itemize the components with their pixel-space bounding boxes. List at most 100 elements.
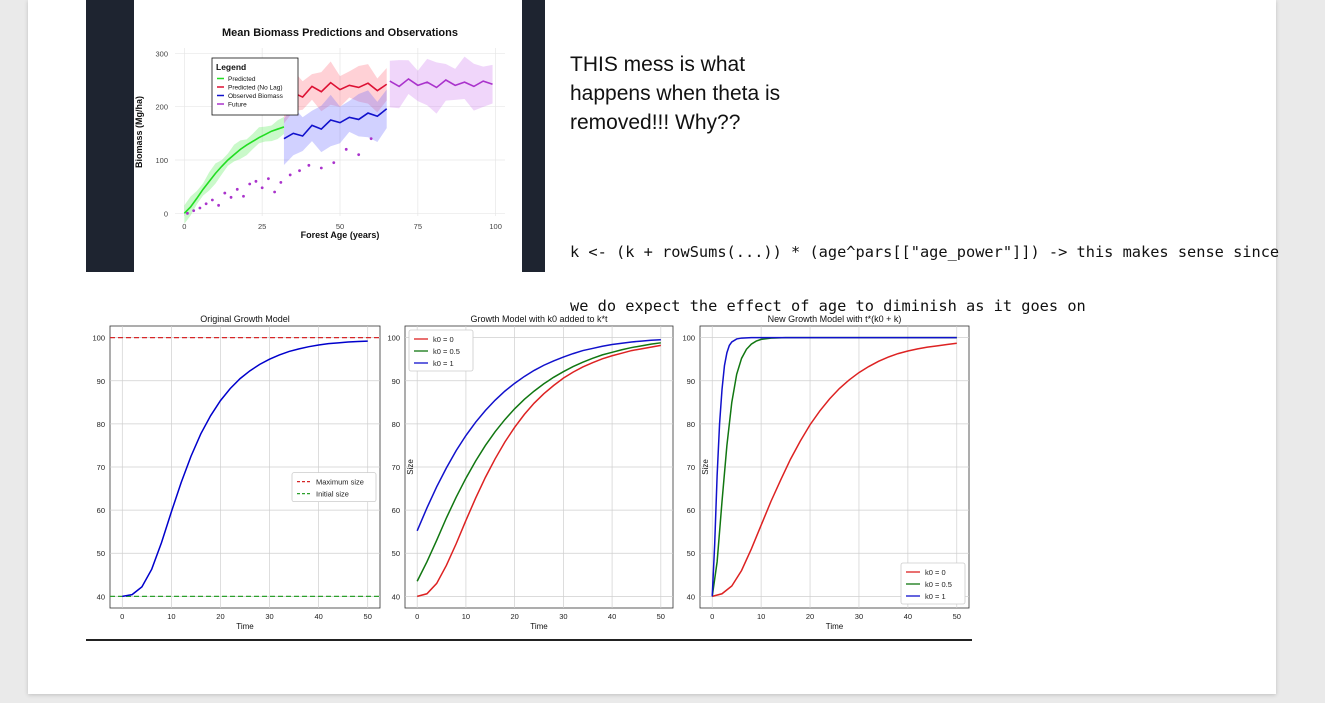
x-tick-label: 30 [265, 612, 273, 621]
chart-title: Mean Biomass Predictions and Observation… [222, 27, 458, 39]
x-tick-label: 40 [608, 612, 616, 621]
y-tick-label: 90 [392, 377, 400, 386]
legend-label: Predicted (No Lag) [228, 85, 283, 92]
observed-point [344, 147, 348, 151]
x-tick-label: 10 [462, 612, 470, 621]
x-tick-label: 40 [314, 612, 322, 621]
observed-point [279, 181, 283, 184]
series-line [416, 342, 661, 582]
legend-label: k0 = 0 [433, 335, 454, 344]
x-tick-label: 20 [510, 612, 518, 621]
x-tick-label: 10 [757, 612, 765, 621]
observed-point [223, 191, 227, 195]
y-axis-label: Biomass (Mg/ha) [134, 96, 144, 168]
y-tick-label: 300 [155, 49, 168, 58]
series-line [283, 81, 388, 102]
legend-label: k0 = 1 [433, 359, 454, 368]
observed-point [254, 179, 258, 183]
y-tick-label: 100 [92, 334, 105, 343]
y-tick-label: 80 [97, 420, 105, 429]
chart-group: 0 10 20 30 40 50 40 50 60 70 80 90 100 Original Growt… [92, 314, 381, 631]
confidence-band [283, 89, 387, 166]
observed-point [260, 186, 264, 190]
observed-point [298, 169, 301, 173]
y-tick-label: 70 [97, 463, 105, 472]
legend-label: k0 = 1 [925, 592, 946, 601]
legend-label: k0 = 0.5 [433, 347, 460, 356]
y-tick-label: 70 [687, 463, 695, 472]
legend-label: k0 = 0.5 [925, 580, 952, 589]
observed-point [229, 195, 233, 199]
x-tick-label: 20 [216, 612, 224, 621]
series-line [416, 344, 661, 598]
x-tick-label: 0 [120, 612, 124, 621]
y-tick-label: 200 [155, 103, 168, 112]
x-tick-label: 100 [489, 222, 502, 231]
x-tick-label: 30 [855, 612, 863, 621]
legend-label: Initial size [316, 490, 349, 499]
observed-point [319, 166, 323, 170]
confidence-band [283, 61, 387, 124]
y-tick-label: 40 [97, 592, 105, 601]
observed-point [235, 187, 239, 191]
x-tick-label: 50 [364, 612, 372, 621]
y-tick-label: 60 [97, 506, 105, 515]
series-line [183, 126, 285, 214]
confidence-band [184, 116, 284, 224]
y-tick-label: 50 [392, 549, 400, 558]
observed-point [369, 137, 373, 141]
observed-point [204, 202, 208, 206]
y-tick-label: 100 [155, 156, 168, 165]
observed-point [288, 173, 292, 177]
x-tick-label: 20 [806, 612, 814, 621]
x-axis-label: Time [236, 622, 254, 631]
y-tick-label: 40 [687, 592, 695, 601]
y-tick-label: 80 [392, 420, 400, 429]
note-line-2: happens when theta is [570, 82, 781, 105]
note-line-3: removed!!! Why?? [570, 111, 741, 134]
y-axis-label: Size [701, 459, 710, 475]
chart-group: 0 10 20 30 40 50 40 50 60 70 80 90 100 New Growth Mod… [682, 314, 970, 631]
x-axis-label: Time [826, 622, 844, 631]
y-tick-label: 80 [687, 420, 695, 429]
y-tick-label: 70 [392, 463, 400, 472]
legend-box [291, 472, 377, 503]
y-tick-label: 50 [97, 549, 105, 558]
series-line [389, 77, 493, 89]
chart-group: 0 10 20 30 40 50 40 50 60 70 80 90 100 Growth Model w… [387, 314, 674, 631]
series-line [283, 108, 388, 140]
y-tick-label: 40 [392, 592, 400, 601]
code-snippet[interactable]: k <- (k + rowSums(...)) * (age^pars[["ag… [570, 207, 1310, 333]
observed-point [217, 203, 220, 207]
observed-point [332, 161, 336, 165]
x-tick-label: 0 [415, 612, 419, 621]
y-tick-label: 0 [164, 209, 168, 218]
x-tick-label: 0 [710, 612, 714, 621]
note-text[interactable]: THIS mess is what happens when theta is … [570, 50, 900, 137]
observed-point [357, 153, 361, 157]
x-tick-label: 10 [167, 612, 175, 621]
legend-label: Maximum size [316, 478, 364, 487]
observed-point [307, 163, 311, 167]
x-tick-label: 75 [414, 222, 422, 231]
legend-label: Future [228, 102, 247, 109]
observed-point [248, 182, 252, 186]
observed-point [242, 194, 245, 198]
code-line-2: we do expect the effect of age to dimini… [570, 297, 1086, 315]
y-tick-label: 100 [387, 334, 400, 343]
y-tick-label: 60 [687, 506, 695, 515]
chart-title: Original Growth Model [200, 314, 290, 324]
observed-point [266, 177, 270, 181]
observed-point [186, 211, 189, 215]
series-line [416, 339, 661, 532]
legend-box [211, 57, 299, 116]
y-tick-label: 90 [97, 377, 105, 386]
x-tick-label: 50 [953, 612, 961, 621]
series-line [712, 342, 957, 598]
legend-box [408, 329, 474, 372]
y-tick-label: 60 [392, 506, 400, 515]
code-line-1: k <- (k + rowSums(...)) * (age^pars[["ag… [570, 243, 1280, 261]
confidence-band [389, 56, 493, 114]
x-axis-label: Forest Age (years) [301, 230, 380, 240]
